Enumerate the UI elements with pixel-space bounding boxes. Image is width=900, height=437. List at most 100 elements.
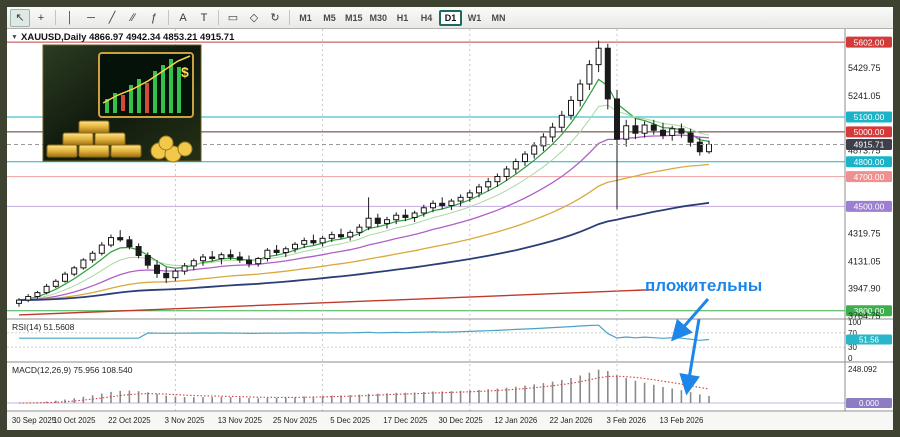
price-scale: 5602.00 5100.00 5000.00 4800.00 4700.00 4500.… [846, 36, 892, 408]
moving-average-lines [18, 78, 710, 301]
candle [531, 145, 538, 155]
date-label: 17 Dec 2025 [383, 416, 428, 425]
timeframe-m5[interactable]: M5 [318, 10, 341, 26]
date-label: 13 Feb 2026 [660, 416, 704, 425]
candle [660, 129, 666, 136]
candle [439, 202, 446, 207]
candle [144, 254, 151, 266]
candle [218, 254, 225, 259]
timeframe-h4[interactable]: H4 [415, 10, 438, 26]
timeframe-w1[interactable]: W1 [463, 10, 486, 26]
candle [430, 202, 436, 209]
candle [384, 219, 390, 224]
candle [503, 168, 510, 177]
toolbar-separator [289, 10, 290, 25]
date-label: 5 Dec 2025 [330, 416, 371, 425]
candle [420, 207, 427, 214]
candle [614, 98, 620, 140]
text-tool[interactable]: A [173, 9, 193, 27]
candle [135, 246, 142, 256]
candle [163, 272, 170, 279]
candle [328, 234, 335, 239]
svg-text:4873.75: 4873.75 [848, 146, 881, 156]
vertical-line-tool[interactable]: │ [60, 9, 80, 27]
svg-text:100: 100 [848, 318, 862, 327]
candle [595, 47, 602, 66]
arrows-tool[interactable]: ◇ [244, 9, 264, 27]
channel-tool[interactable]: ∕∕ [123, 9, 143, 27]
cycles-tool[interactable]: ↻ [265, 9, 285, 27]
candle [512, 161, 519, 170]
price-level-lines [7, 41, 845, 316]
annotation-text: пложительны [645, 276, 762, 295]
svg-text:70: 70 [848, 329, 857, 338]
timeframe-mn[interactable]: MN [487, 10, 510, 26]
objects-collapse-icon[interactable]: ▼ [11, 34, 18, 41]
candle [356, 226, 363, 233]
gold-bars [46, 120, 142, 158]
candle [126, 239, 133, 248]
pointer-tool[interactable]: ↖ [10, 8, 30, 27]
timeframe-m15[interactable]: M15 [342, 10, 366, 26]
candlesticks [16, 40, 712, 307]
screen-candles [102, 55, 191, 113]
svg-text:0: 0 [848, 354, 853, 363]
candle [466, 192, 473, 198]
svg-text:5602.00: 5602.00 [854, 37, 885, 47]
date-label: 10 Oct 2025 [53, 416, 96, 425]
candle [108, 237, 114, 246]
toolbar-separator [55, 10, 56, 25]
candle [604, 47, 611, 100]
candle [577, 83, 584, 101]
timeframe-h1[interactable]: H1 [391, 10, 414, 26]
candle [632, 125, 639, 134]
svg-text:51.56: 51.56 [859, 335, 880, 344]
svg-text:4319.75: 4319.75 [848, 228, 881, 238]
date-label: 22 Jan 2026 [550, 416, 593, 425]
price-badge [846, 200, 892, 212]
candle [71, 267, 78, 275]
price-badge [846, 36, 892, 48]
price-badge [846, 305, 892, 317]
date-label: 12 Jan 2026 [494, 416, 537, 425]
candle [52, 280, 59, 287]
candle [696, 141, 703, 153]
date-label: 30 Dec 2025 [438, 416, 483, 425]
candle [255, 257, 262, 265]
rsi-label: RSI(14) 51.5608 [12, 322, 75, 332]
candle [365, 217, 372, 228]
candle [641, 124, 648, 134]
annotation-arrow [679, 318, 701, 396]
candle [200, 256, 206, 262]
toolbar-separator [168, 10, 169, 25]
crosshair-tool[interactable]: + [31, 9, 51, 27]
candle [319, 237, 326, 244]
candle [549, 126, 556, 138]
chart-canvas[interactable]: 5602.00 5100.00 5000.00 4800.00 4700.00 4500.… [7, 7, 893, 430]
date-label: 3 Feb 2026 [606, 416, 645, 425]
candle [264, 249, 271, 259]
fibonacci-tool[interactable]: ƒ [144, 9, 164, 27]
horizontal-line-tool[interactable]: ─ [81, 9, 101, 27]
macd-label: MACD(12,26,9) 75.956 108.540 [12, 365, 133, 375]
candle [558, 114, 565, 128]
candle [402, 214, 409, 218]
trendline-tool[interactable]: ╱ [102, 9, 122, 27]
candle [411, 212, 418, 218]
candle [273, 249, 280, 254]
chart-window: ↖ + │ ─ ╱ ∕∕ ƒ A T ▭ ◇ ↻ M1 M5 M15 M30 H1 H4 D1 W1 MN [7, 7, 893, 430]
candle [227, 254, 234, 258]
label-tool[interactable]: T [194, 9, 214, 27]
candle [282, 248, 289, 254]
candle [43, 285, 50, 294]
svg-text:4131.05: 4131.05 [848, 256, 881, 266]
candle [89, 252, 96, 261]
shapes-tool[interactable]: ▭ [223, 9, 243, 27]
candle [568, 99, 574, 116]
timeframe-d1[interactable]: D1 [439, 9, 463, 26]
candle [181, 265, 188, 272]
svg-text:5000.00: 5000.00 [854, 127, 885, 137]
timeframe-m1[interactable]: M1 [294, 10, 317, 26]
timeframe-m30[interactable]: M30 [367, 10, 391, 26]
